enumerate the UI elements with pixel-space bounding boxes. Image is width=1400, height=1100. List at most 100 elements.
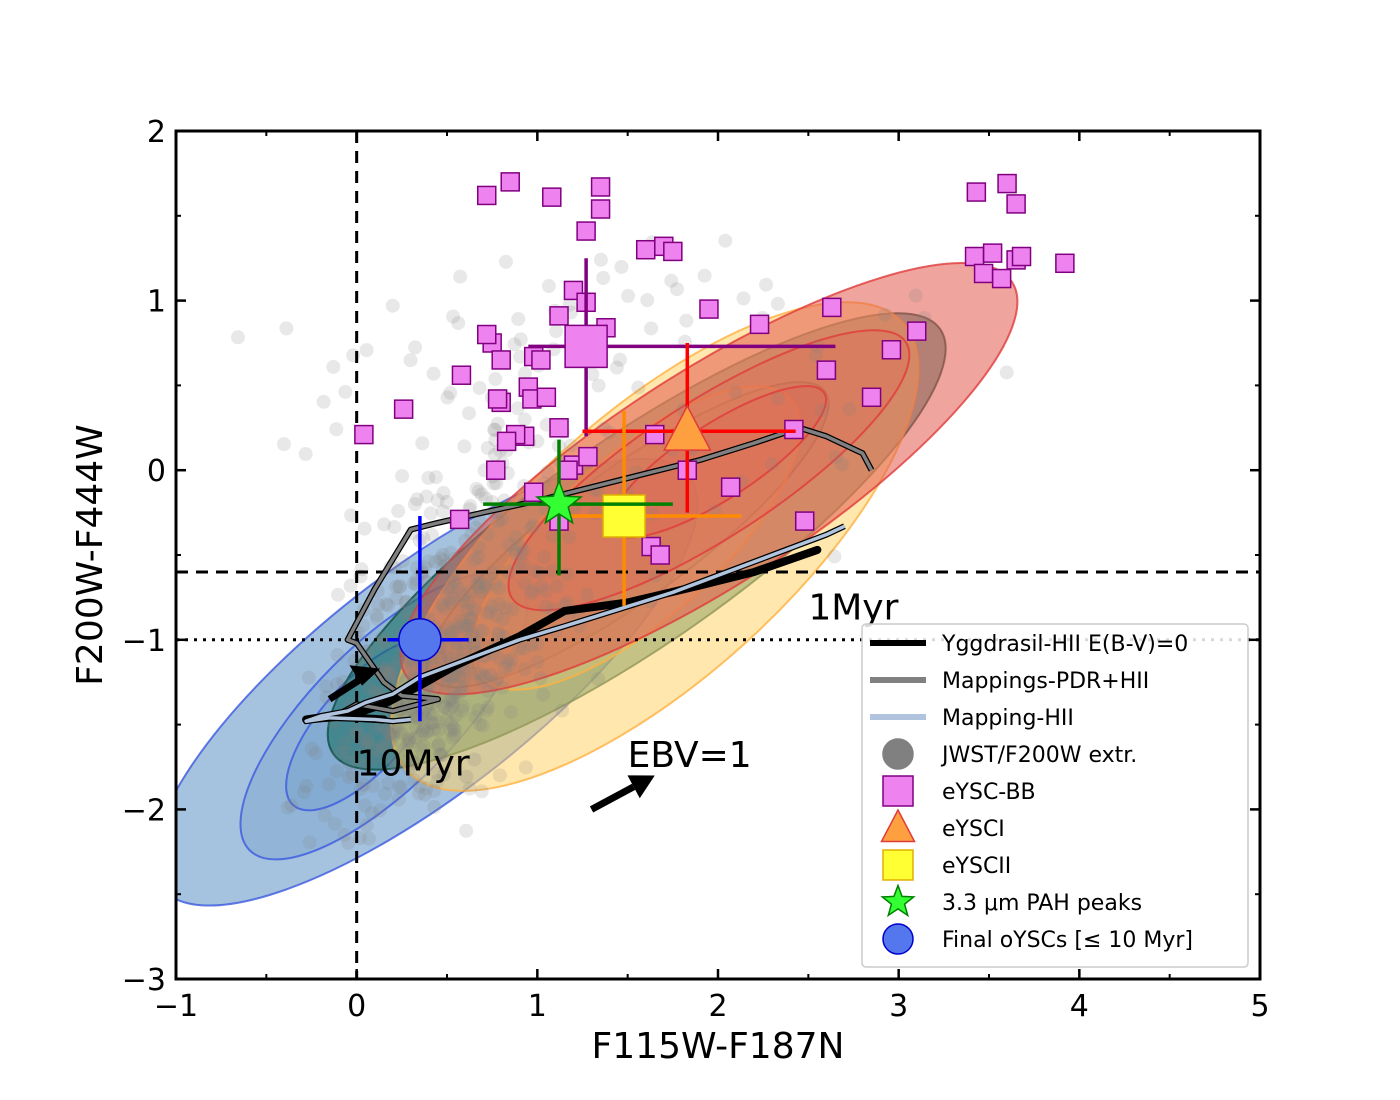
jwst-point [442,592,457,607]
jwst-point [459,823,474,838]
legend-swatch [882,738,914,770]
jwst-point [373,803,388,818]
jwst-point [302,835,317,850]
jwst-point [540,465,555,480]
jwst-point [385,751,400,766]
jwst-point [449,708,464,723]
legend-label: eYSC-BB [942,780,1036,805]
jwst-point [457,672,472,687]
jwst-point [308,746,323,761]
jwst-point [463,499,478,514]
y-axis-label: F200W-F444W [70,424,111,686]
jwst-point [544,564,559,579]
jwst-point [371,597,386,612]
x-tick-label: 4 [1070,989,1089,1024]
jwst-point [327,816,342,831]
jwst-point [319,690,334,705]
model-track-1 [311,426,874,722]
jwst-point [383,664,398,679]
jwst-point [467,553,482,568]
annotation-10myr: 10Myr [357,743,470,784]
jwst-point [392,779,407,794]
jwst-point [491,626,506,641]
jwst-point [759,277,774,292]
jwst-point [679,313,694,328]
jwst-point [332,745,347,760]
jwst-point [415,727,430,742]
3-3-m-pah-peaks-marker [534,478,584,525]
jwst-point [384,727,399,742]
jwst-point [450,621,465,636]
jwst-point [330,587,345,602]
jwst-point [349,721,364,736]
eysc-bb-marker [964,246,985,267]
jwst-point [530,654,545,669]
jwst-point [370,611,385,626]
jwst-point [448,686,463,701]
jwst-point [764,457,779,472]
age-arrow-head [349,665,381,686]
jwst-point [446,624,461,639]
eysc-bb-marker [966,182,987,202]
jwst-point [403,353,418,368]
y-tick-label: 1 [147,285,166,320]
jwst-point [415,436,430,451]
jwst-point [425,707,440,722]
jwst-point [770,296,785,311]
jwst-point [835,457,850,472]
y-tick-label: 2 [147,115,166,150]
jwst-point [394,726,409,741]
x-tick-label: 5 [1250,989,1269,1024]
jwst-point [362,680,377,695]
jwst-point [478,581,493,596]
jwst-point [436,553,451,568]
x-tick-label: 1 [528,989,547,1024]
jwst-point [301,670,316,685]
jwst-point [461,406,476,421]
eyscii-marker [602,494,646,538]
jwst-point [455,703,470,718]
jwst-point [391,504,406,519]
jwst-point [364,806,379,821]
jwst-point [357,521,372,536]
jwst-point [408,340,423,355]
jwst-point [464,527,479,542]
x-tick-label: 2 [708,989,727,1024]
jwst-point [549,324,564,339]
jwst-point [513,539,528,554]
jwst-point [361,831,376,846]
jwst-point [418,574,433,589]
jwst-point [472,514,487,529]
jwst-point [382,666,397,681]
eysc-bb-marker [486,460,506,480]
jwst-point [438,700,453,715]
eysc-bb-marker [881,340,902,360]
jwst-point [631,380,646,395]
jwst-point [509,530,524,545]
jwst-point [447,727,462,742]
jwst-point [446,694,461,709]
jwst-point [379,662,394,677]
jwst-point [374,631,389,646]
x-tick-label: 3 [889,989,908,1024]
jwst-point [296,785,311,800]
final-oyscs-10-myr--marker [398,618,442,662]
jwst-point [338,384,353,399]
jwst-point [462,781,477,796]
jwst-point [621,288,636,303]
jwst-point [419,725,434,740]
jwst-point [439,557,454,572]
jwst-point [382,726,397,741]
jwst-point [444,625,459,640]
jwst-point [407,497,422,512]
jwst-point [430,774,445,789]
jwst-point [563,438,578,453]
jwst-point [526,518,541,533]
jwst-point [407,754,422,769]
jwst-point [395,554,410,569]
eysc-bb-marker [861,387,882,408]
jwst-point [387,519,402,534]
legend-label: Final oYSCs [≤ 10 Myr] [942,928,1193,953]
legend-item: Final oYSCs [≤ 10 Myr] [882,923,1193,955]
jwst-point [424,715,439,730]
